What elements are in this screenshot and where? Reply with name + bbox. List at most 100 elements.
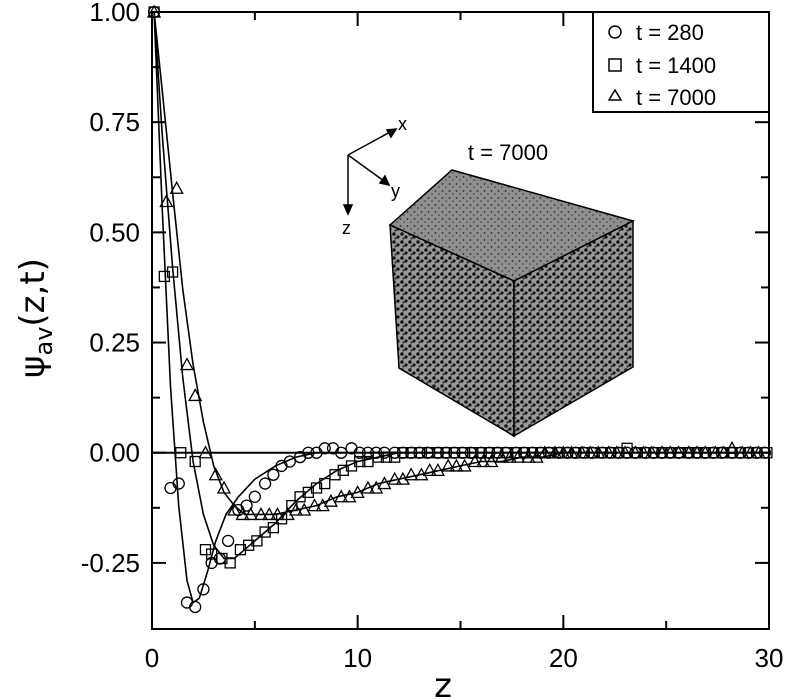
- data-point-circle: [189, 600, 202, 614]
- data-point-square: [415, 447, 428, 459]
- data-point-circle: [180, 596, 194, 609]
- data-point-triangle: [297, 502, 312, 516]
- data-point-triangle: [521, 449, 536, 463]
- data-point-triangle: [146, 4, 162, 18]
- x-tick-label: 0: [145, 643, 159, 673]
- data-point-triangle: [307, 498, 322, 512]
- cube-right-face: [513, 219, 634, 438]
- y-axis-title-tail: (z,t): [13, 258, 53, 327]
- data-point-circle: [283, 455, 296, 468]
- y-axis-title-subscript: av: [30, 327, 58, 356]
- x-tick-label: 10: [343, 643, 372, 673]
- data-point-square: [189, 455, 201, 468]
- data-point-square: [267, 521, 279, 534]
- data-point-triangle: [735, 445, 750, 459]
- data-point-triangle: [708, 445, 723, 459]
- data-point-square: [467, 447, 479, 459]
- data-point-triangle: [681, 445, 696, 459]
- data-point-circle: [197, 583, 210, 596]
- y-axis-title: ψav(z,t): [13, 258, 58, 378]
- legend-marker-square: [608, 58, 622, 72]
- data-point-triangle: [644, 445, 659, 459]
- data-point-triangle: [441, 458, 456, 472]
- data-point-circle: [275, 459, 288, 473]
- data-point-triangle: [548, 445, 563, 459]
- data-point-triangle: [574, 445, 589, 459]
- x-arrow-head: [385, 128, 398, 139]
- data-point-circle: [353, 446, 366, 459]
- data-point-circle: [335, 446, 348, 459]
- data-point-square: [372, 451, 384, 463]
- data-point-square: [483, 447, 495, 459]
- data-point-triangle: [235, 507, 250, 521]
- data-point-triangle: [654, 445, 670, 459]
- y-arrow-head: [378, 174, 391, 187]
- data-point-triangle: [582, 445, 598, 459]
- y-tick-label: 0.50: [89, 217, 140, 247]
- data-point-square: [354, 455, 366, 468]
- data-point-circle: [248, 490, 261, 503]
- data-point-square: [224, 557, 236, 569]
- data-point-triangle: [724, 440, 740, 454]
- legend-marker-triangle: [607, 88, 623, 101]
- z-arrow-head: [342, 204, 354, 216]
- data-point-square: [423, 447, 436, 459]
- y-tick-label: 1.00: [89, 0, 140, 27]
- data-point-square: [475, 447, 487, 459]
- data-point-circle: [172, 477, 185, 490]
- data-point-triangle: [422, 462, 437, 476]
- data-point-triangle: [449, 458, 464, 472]
- legend-label-t280: t = 280: [636, 20, 704, 45]
- data-point-triangle: [601, 445, 616, 459]
- data-point-triangle: [484, 454, 499, 468]
- data-point-triangle: [243, 507, 258, 521]
- data-point-triangle: [591, 445, 606, 459]
- data-point-triangle: [537, 445, 552, 459]
- inset-axis-x-label: x: [398, 114, 407, 134]
- data-point-triangle: [510, 449, 526, 463]
- data-point-circle: [258, 477, 272, 490]
- data-point-triangle: [253, 507, 269, 521]
- inset-axis-z-label: z: [342, 218, 351, 238]
- data-point-triangle: [159, 194, 174, 208]
- data-point-square: [166, 266, 179, 278]
- data-point-triangle: [609, 445, 624, 459]
- data-point-triangle: [360, 480, 376, 494]
- data-point-triangle: [323, 493, 339, 507]
- legend: t = 280 t = 1400 t = 7000: [592, 11, 770, 113]
- inset-cube: [388, 169, 636, 438]
- x-tick-label: 30: [755, 643, 784, 673]
- data-point-square: [440, 447, 452, 459]
- data-point-square: [319, 477, 331, 490]
- data-point-triangle: [564, 445, 579, 459]
- data-point-square: [380, 451, 393, 463]
- data-point-square: [175, 447, 187, 459]
- y-axis-ticks: 1.00 0.75 0.50 0.25 0.00 -0.25: [81, 0, 769, 578]
- data-point-triangle: [743, 445, 758, 459]
- inset-title: t = 7000: [468, 140, 548, 165]
- data-point-triangle: [663, 445, 678, 459]
- y-tick-label: 0.00: [89, 438, 140, 468]
- data-point-triangle: [467, 454, 482, 468]
- data-point-triangle: [628, 445, 643, 459]
- data-point-triangle: [270, 507, 285, 521]
- data-point-triangle: [350, 485, 365, 499]
- data-point-circle: [302, 446, 315, 459]
- data-point-triangle: [377, 476, 392, 490]
- data-point-triangle: [188, 388, 203, 402]
- legend-label-t1400: t = 1400: [636, 53, 716, 78]
- data-point-triangle: [169, 180, 184, 194]
- y-axis-title-symbol: ψ: [13, 356, 53, 378]
- data-point-triangle: [617, 445, 633, 459]
- data-point-triangle: [636, 445, 651, 459]
- data-point-triangle: [404, 467, 419, 481]
- legend-label-t7000: t = 7000: [636, 85, 716, 110]
- data-point-triangle: [227, 502, 242, 516]
- data-point-triangle: [387, 471, 402, 485]
- data-point-triangle: [198, 445, 213, 459]
- data-point-triangle: [430, 462, 445, 476]
- data-point-circle: [221, 534, 235, 548]
- data-point-triangle: [334, 489, 349, 503]
- x-tick-label: 20: [549, 643, 578, 673]
